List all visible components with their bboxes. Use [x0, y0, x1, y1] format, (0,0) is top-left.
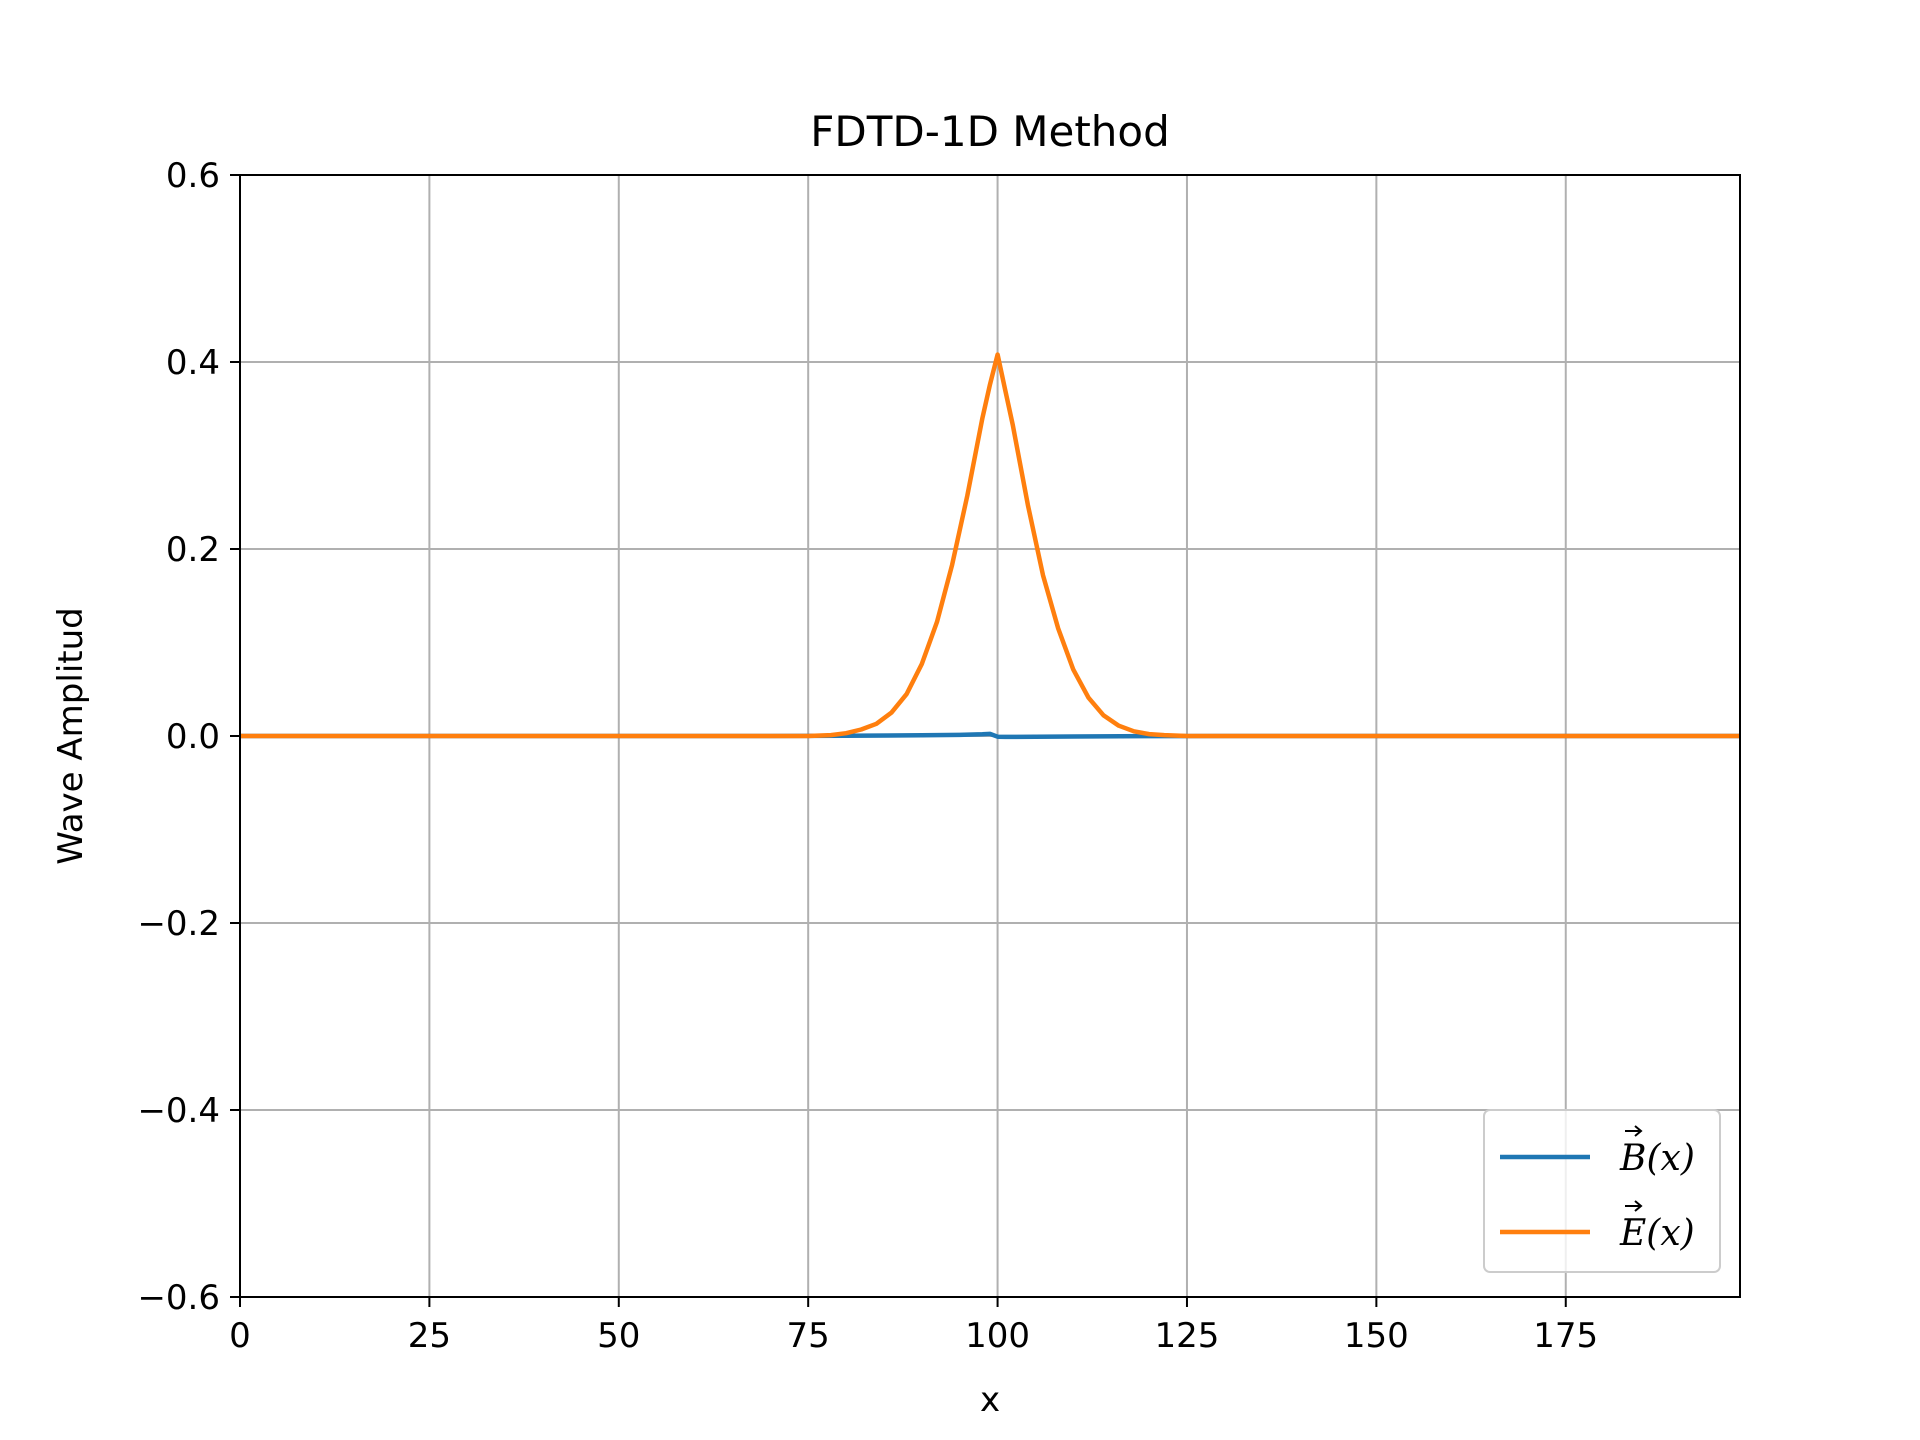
y-tick-label: 0.0: [166, 717, 220, 757]
vector-arrow-icon: [1625, 1125, 1643, 1137]
x-tick-label: 125: [1155, 1316, 1220, 1356]
y-tick-label: −0.6: [137, 1278, 220, 1318]
x-axis-label: x: [980, 1380, 1000, 1420]
series-line-e: [240, 352, 1740, 739]
legend-label-e: E(x): [1619, 1213, 1695, 1254]
legend: B(x) E(x): [1483, 1109, 1721, 1273]
legend-label-e-main: E: [1619, 1213, 1646, 1254]
legend-label-b: B(x): [1619, 1138, 1695, 1179]
legend-label-e-rest: (x): [1646, 1213, 1694, 1254]
series-lines: [240, 352, 1740, 740]
y-axis-label: Wave Amplitud: [51, 607, 91, 864]
x-tick-label: 50: [597, 1316, 640, 1356]
tick-marks: [230, 174, 1567, 1307]
legend-label-b-rest: (x): [1646, 1138, 1694, 1179]
series-line-b: [240, 731, 1740, 740]
y-tick-label: 0.6: [166, 156, 220, 196]
x-tick-label: 25: [408, 1316, 451, 1356]
y-tick-label: 0.2: [166, 530, 220, 570]
x-tick-label: 100: [965, 1316, 1030, 1356]
y-tick-label: −0.4: [137, 1091, 220, 1131]
x-tick-label: 175: [1533, 1316, 1598, 1356]
tick-labels: 0 25 50 75 100 125 150 175 −0.6 −0.4 −0.2 0.0 0.2 0.4…: [137, 156, 1598, 1356]
x-tick-label: 150: [1344, 1316, 1409, 1356]
x-tick-label: 0: [229, 1316, 251, 1356]
y-tick-label: 0.4: [166, 343, 220, 383]
y-tick-label: −0.2: [137, 904, 220, 944]
legend-label-b-main: B: [1619, 1138, 1646, 1179]
x-tick-label: 75: [787, 1316, 830, 1356]
vector-arrow-icon: [1625, 1200, 1643, 1212]
chart-title: FDTD-1D Method: [810, 107, 1170, 156]
